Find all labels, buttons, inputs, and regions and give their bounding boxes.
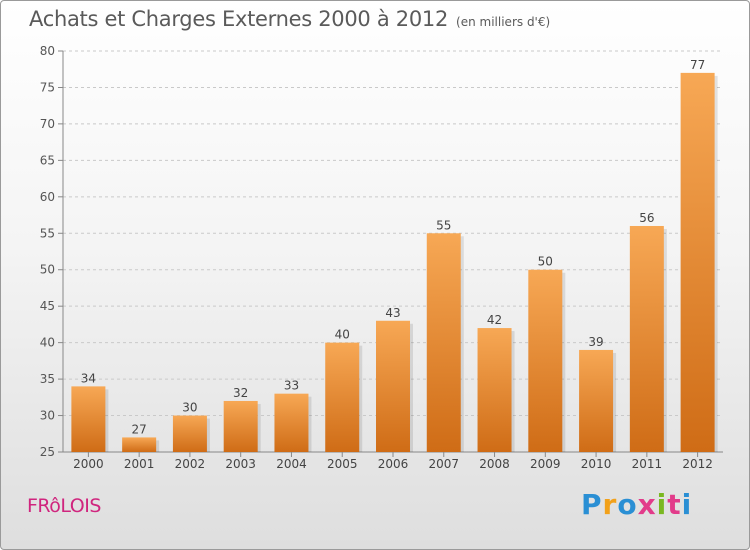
chart-title-text: Achats et Charges Externes 2000 à 2012 [29, 7, 449, 31]
logo-letter: o [617, 488, 638, 521]
y-tick-label: 70 [40, 117, 55, 131]
proxiti-logo: Proxiti [581, 488, 692, 521]
data-label: 30 [182, 401, 197, 415]
data-label: 27 [132, 422, 147, 436]
logo-letter: i [656, 488, 668, 521]
y-tick-label: 50 [40, 263, 55, 277]
data-label: 56 [639, 211, 654, 225]
data-label: 50 [538, 255, 553, 269]
y-tick-label: 65 [40, 153, 55, 167]
data-label: 33 [284, 379, 299, 393]
bar [122, 437, 157, 452]
y-tick-label: 45 [40, 299, 55, 313]
bar [71, 386, 106, 452]
bar [528, 269, 563, 452]
bar [477, 328, 512, 452]
bar [426, 233, 461, 452]
bar [223, 400, 258, 452]
x-tick-label: 2007 [428, 457, 459, 471]
x-tick-label: 2009 [530, 457, 561, 471]
data-label: 42 [487, 313, 502, 327]
x-tick-label: 2002 [175, 457, 206, 471]
bar [680, 72, 715, 452]
data-label: 43 [385, 306, 400, 320]
x-tick-label: 2001 [124, 457, 155, 471]
x-tick-label: 2010 [581, 457, 612, 471]
x-tick-label: 2005 [327, 457, 358, 471]
x-tick-label: 2004 [276, 457, 307, 471]
x-tick-label: 2003 [225, 457, 256, 471]
bar [629, 225, 664, 452]
data-label: 55 [436, 218, 451, 232]
y-tick-label: 25 [40, 445, 55, 459]
logo-letter: i [681, 488, 693, 521]
x-tick-label: 2011 [632, 457, 663, 471]
bar [376, 320, 410, 452]
commune-name: FRôLOIS [27, 495, 101, 517]
y-tick-label: 55 [40, 226, 55, 240]
data-label: 39 [588, 335, 603, 349]
x-tick-label: 2000 [73, 457, 104, 471]
x-tick-label: 2012 [682, 457, 713, 471]
x-tick-label: 2008 [479, 457, 510, 471]
logo-letter: r [602, 488, 618, 521]
chart-unit-label: (en milliers d'€) [456, 15, 551, 29]
x-tick-label: 2006 [378, 457, 409, 471]
data-label: 32 [233, 386, 248, 400]
data-label: 40 [335, 328, 350, 342]
logo-letter: x [637, 488, 657, 521]
y-tick-label: 35 [40, 372, 55, 386]
bar [274, 393, 309, 452]
data-label: 34 [81, 371, 96, 385]
y-tick-label: 40 [40, 336, 55, 350]
y-tick-label: 30 [40, 409, 55, 423]
chart-title: Achats et Charges Externes 2000 à 2012 (e… [29, 7, 550, 31]
bar [172, 415, 207, 452]
y-tick-label: 80 [40, 44, 55, 58]
bar [579, 349, 614, 452]
logo-letter: t [667, 488, 682, 521]
logo-letter: P [581, 488, 603, 521]
y-tick-label: 75 [40, 80, 55, 94]
data-label: 77 [690, 58, 705, 72]
bar [325, 342, 360, 452]
y-tick-label: 60 [40, 190, 55, 204]
